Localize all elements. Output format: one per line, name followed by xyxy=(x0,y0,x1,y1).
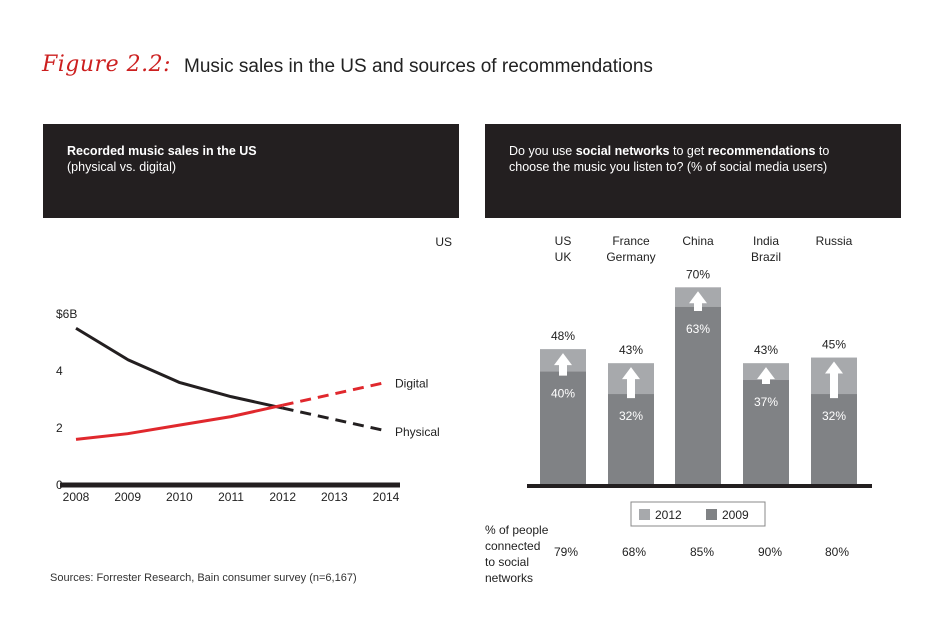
bar-label-2009: 40% xyxy=(551,387,575,401)
x-tick-label: 2011 xyxy=(218,490,244,504)
connected-value: 85% xyxy=(690,545,714,559)
digital-forecast-line xyxy=(282,380,387,407)
region-label: US xyxy=(435,235,452,249)
right-panel-title-line2: choose the music you listen to? (% of so… xyxy=(509,160,828,174)
category-label: Germany xyxy=(606,250,655,264)
y-tick-label: 0 xyxy=(56,478,63,492)
digital-series-label: Digital xyxy=(395,376,428,390)
connected-label: % of people xyxy=(485,523,549,537)
physical-line xyxy=(75,326,283,410)
legend-swatch-2012 xyxy=(639,509,650,520)
figure-title: Music sales in the US and sources of rec… xyxy=(184,56,653,77)
connected-label: connected xyxy=(485,539,540,553)
x-tick-label: 2010 xyxy=(166,490,193,504)
bar-2009 xyxy=(743,380,789,484)
bar-2009 xyxy=(675,306,721,484)
physical-forecast-line xyxy=(282,406,387,433)
category-label: France xyxy=(612,234,650,248)
bar-label-2009: 32% xyxy=(619,409,643,423)
category-label: Brazil xyxy=(751,250,781,264)
right-panel-title: Do you use social networks to get recomm… xyxy=(509,144,830,158)
line-chart: US 0 2 4 $6B 2008 2009 2010 2011 2012 2013 2014 P… xyxy=(56,235,452,504)
connected-value: 80% xyxy=(825,545,849,559)
y-tick-label: $6B xyxy=(56,307,77,321)
connected-value: 68% xyxy=(622,545,646,559)
increase-arrow-icon xyxy=(622,367,640,399)
legend-swatch-2009 xyxy=(706,509,717,520)
source-note: Sources: Forrester Research, Bain consum… xyxy=(50,572,357,584)
connected-label: to social xyxy=(485,555,529,569)
category-label: India xyxy=(753,234,779,248)
physical-series-label: Physical xyxy=(395,425,440,439)
bar-label-2012: 43% xyxy=(619,343,643,357)
increase-arrow-icon xyxy=(757,367,775,385)
bar-label-2009: 32% xyxy=(822,409,846,423)
right-panel-header: Do you use social networks to get recomm… xyxy=(485,124,901,218)
legend-box xyxy=(630,501,766,527)
x-tick-label: 2012 xyxy=(269,490,296,504)
category-label: Russia xyxy=(816,234,853,248)
figure-label: Figure 2.2: xyxy=(42,52,171,77)
x-tick-label: 2008 xyxy=(63,490,90,504)
digital-line xyxy=(75,403,283,441)
bar-2009 xyxy=(608,394,654,484)
bar-2009 xyxy=(540,371,586,484)
category-label: China xyxy=(682,234,714,248)
x-tick-label: 2009 xyxy=(114,490,141,504)
y-tick-label: 2 xyxy=(56,421,63,435)
legend-label-2012: 2012 xyxy=(655,508,682,522)
bar-label-2009: 63% xyxy=(686,322,710,336)
category-label: US xyxy=(555,234,572,248)
bar-2009 xyxy=(811,394,857,484)
increase-arrow-icon xyxy=(554,353,572,376)
x-tick-label: 2014 xyxy=(373,490,400,504)
x-tick-label: 2013 xyxy=(321,490,348,504)
bar-label-2009: 37% xyxy=(754,395,778,409)
bar-label-2012: 48% xyxy=(551,329,575,343)
y-tick-label: 4 xyxy=(56,364,63,378)
bar-label-2012: 43% xyxy=(754,343,778,357)
connected-label: networks xyxy=(485,571,533,585)
left-panel-header: Recorded music sales in the US (physical… xyxy=(43,124,459,218)
connected-value: 90% xyxy=(758,545,782,559)
bar-label-2012: 45% xyxy=(822,338,846,352)
connected-value: 79% xyxy=(554,545,578,559)
increase-arrow-icon xyxy=(689,291,707,311)
increase-arrow-icon xyxy=(825,361,843,399)
category-label: UK xyxy=(555,250,572,264)
left-panel-subtitle: (physical vs. digital) xyxy=(67,160,177,174)
bar-label-2012: 70% xyxy=(686,267,710,281)
legend-label-2009: 2009 xyxy=(722,508,749,522)
left-panel-title: Recorded music sales in the US xyxy=(67,144,257,158)
